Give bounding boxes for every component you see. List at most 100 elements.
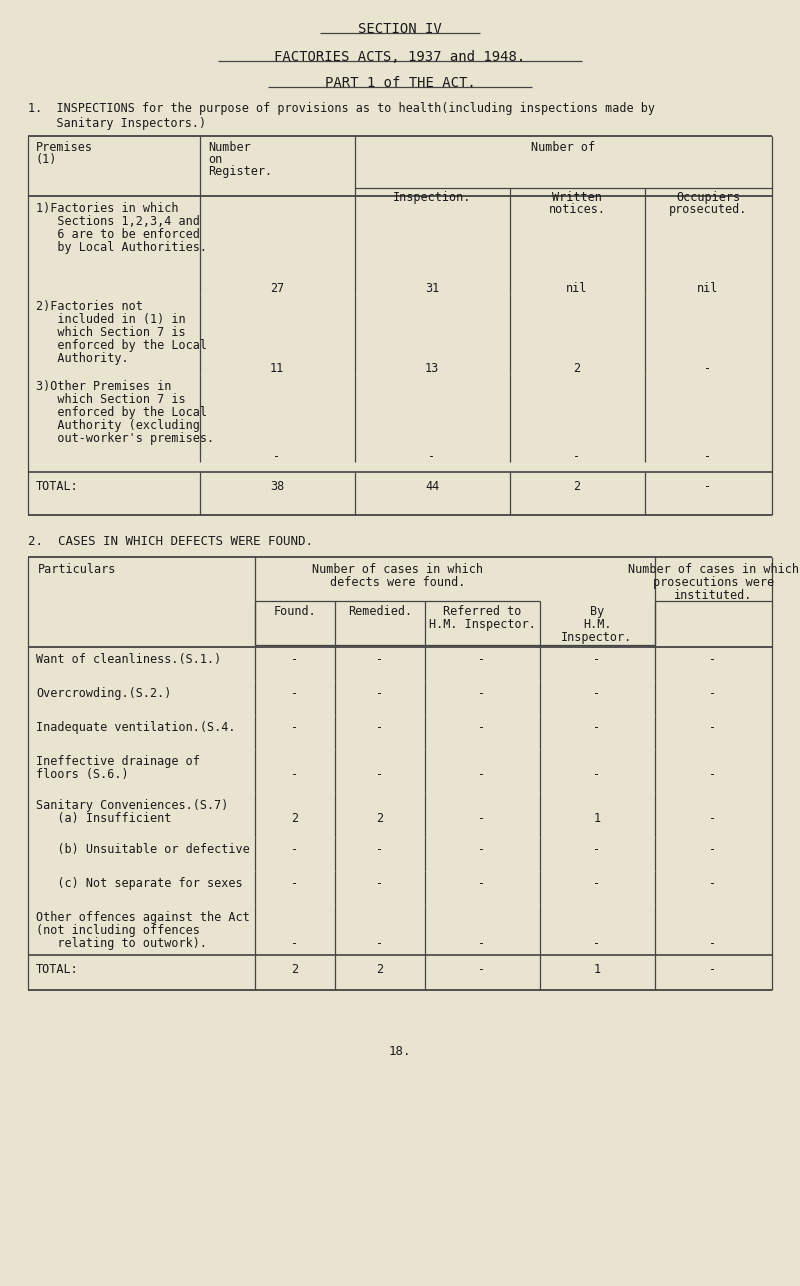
Text: (not including offences: (not including offences [36,925,200,937]
Text: Register.: Register. [208,165,272,177]
Text: Want of cleanliness.(S.1.): Want of cleanliness.(S.1.) [36,653,222,666]
Text: (a) Insufficient: (a) Insufficient [36,811,171,826]
Text: 2: 2 [291,811,298,826]
Text: notices.: notices. [549,203,606,216]
Text: -: - [291,844,298,856]
Text: -: - [594,721,601,734]
Text: 44: 44 [425,480,439,493]
Text: Sanitary Inspectors.): Sanitary Inspectors.) [28,117,206,130]
Text: by Local Authorities.: by Local Authorities. [36,240,207,255]
Text: Sections 1,2,3,4 and: Sections 1,2,3,4 and [36,215,200,228]
Text: Number: Number [208,141,250,154]
Text: prosecutions were: prosecutions were [653,576,774,589]
Text: -: - [705,480,711,493]
Text: 18.: 18. [389,1046,411,1058]
Text: Inadequate ventilation.(S.4.: Inadequate ventilation.(S.4. [36,721,235,734]
Text: which Section 7 is: which Section 7 is [36,325,186,340]
Text: -: - [594,687,601,700]
Text: 38: 38 [270,480,284,493]
Text: (c) Not separate for sexes: (c) Not separate for sexes [36,877,242,890]
Text: -: - [377,687,383,700]
Text: nil: nil [566,282,588,294]
Text: By: By [590,604,604,619]
Text: Number of cases in which: Number of cases in which [312,563,483,576]
Text: 27: 27 [270,282,284,294]
Text: -: - [478,877,486,890]
Text: Found.: Found. [274,604,316,619]
Text: -: - [429,450,435,463]
Text: -: - [291,687,298,700]
Text: 1.  INSPECTIONS for the purpose of provisions as to health(including inspections: 1. INSPECTIONS for the purpose of provis… [28,102,655,114]
Text: 3)Other Premises in: 3)Other Premises in [36,379,171,394]
Text: floors (S.6.): floors (S.6.) [36,768,129,781]
Text: -: - [710,877,717,890]
Text: -: - [574,450,581,463]
Text: (1): (1) [36,153,58,166]
Text: -: - [377,937,383,950]
Text: out-worker's premises.: out-worker's premises. [36,432,214,445]
Text: 6 are to be enforced: 6 are to be enforced [36,228,200,240]
Text: Inspector.: Inspector. [562,631,633,644]
Text: Ineffective drainage of: Ineffective drainage of [36,755,200,768]
Text: Premises: Premises [36,141,93,154]
Text: PART 1 of THE ACT.: PART 1 of THE ACT. [325,76,475,90]
Text: 13: 13 [425,361,439,376]
Text: -: - [710,811,717,826]
Text: -: - [478,687,486,700]
Text: 11: 11 [270,361,284,376]
Text: Inspection.: Inspection. [393,192,471,204]
Text: Sanitary Conveniences.(S.7): Sanitary Conveniences.(S.7) [36,799,228,811]
Text: -: - [478,653,486,666]
Text: Remedied.: Remedied. [348,604,412,619]
Text: which Section 7 is: which Section 7 is [36,394,186,406]
Text: -: - [705,361,711,376]
Text: -: - [377,653,383,666]
Text: Referred to: Referred to [443,604,521,619]
Text: -: - [710,653,717,666]
Text: -: - [710,937,717,950]
Text: 31: 31 [425,282,439,294]
Text: 2: 2 [377,963,383,976]
Text: 2)Factories not: 2)Factories not [36,300,143,312]
Text: -: - [594,653,601,666]
Text: H.M. Inspector.: H.M. Inspector. [429,619,535,631]
Text: Number of: Number of [531,141,595,154]
Text: Particulars: Particulars [38,563,116,576]
Text: -: - [710,844,717,856]
Text: 2: 2 [291,963,298,976]
Text: -: - [710,963,717,976]
Text: -: - [705,450,711,463]
Text: -: - [478,721,486,734]
Text: -: - [478,844,486,856]
Text: enforced by the Local: enforced by the Local [36,406,207,419]
Text: 1: 1 [594,811,601,826]
Text: Occupiers: Occupiers [676,192,740,204]
Text: nil: nil [698,282,718,294]
Text: 1)Factories in which: 1)Factories in which [36,202,178,215]
Text: -: - [291,768,298,781]
Text: instituted.: instituted. [674,589,753,602]
Text: -: - [594,877,601,890]
Text: -: - [377,768,383,781]
Text: relating to outwork).: relating to outwork). [36,937,207,950]
Text: SECTION IV: SECTION IV [358,22,442,36]
Text: -: - [377,877,383,890]
Text: -: - [377,844,383,856]
Text: -: - [710,721,717,734]
Text: FACTORIES ACTS, 1937 and 1948.: FACTORIES ACTS, 1937 and 1948. [274,50,526,64]
Text: -: - [594,844,601,856]
Text: -: - [274,450,281,463]
Text: TOTAL:: TOTAL: [36,963,78,976]
Text: -: - [377,721,383,734]
Text: -: - [710,768,717,781]
Text: (b) Unsuitable or defective: (b) Unsuitable or defective [36,844,250,856]
Text: -: - [710,687,717,700]
Text: Written: Written [552,192,602,204]
Text: -: - [291,653,298,666]
Text: 2: 2 [574,361,581,376]
Text: -: - [291,877,298,890]
Text: -: - [291,721,298,734]
Text: included in (1) in: included in (1) in [36,312,186,325]
Text: on: on [208,153,222,166]
Text: defects were found.: defects were found. [330,576,465,589]
